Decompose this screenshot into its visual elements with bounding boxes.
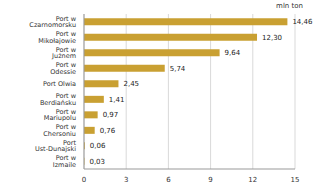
svg-text:0,03: 0,03 bbox=[89, 158, 105, 166]
svg-text:9,64: 9,64 bbox=[225, 49, 241, 57]
svg-text:6: 6 bbox=[166, 176, 171, 184]
svg-text:Port wBerdiańsku: Port wBerdiańsku bbox=[40, 92, 77, 107]
svg-text:5,74: 5,74 bbox=[170, 65, 186, 73]
svg-text:9: 9 bbox=[208, 176, 212, 184]
svg-text:PortUst-Dunajski: PortUst-Dunajski bbox=[35, 139, 76, 154]
svg-text:0,06: 0,06 bbox=[90, 142, 106, 150]
svg-text:Port wIzmaile: Port wIzmaile bbox=[53, 154, 77, 169]
svg-text:Port wCzarnomorsku: Port wCzarnomorsku bbox=[29, 15, 76, 29]
svg-text:Port wMariupolu: Port wMariupolu bbox=[44, 108, 77, 123]
svg-text:15: 15 bbox=[291, 176, 300, 184]
svg-text:Port wOdessie: Port wOdessie bbox=[50, 61, 76, 76]
svg-text:3: 3 bbox=[124, 176, 128, 184]
svg-text:1,41: 1,41 bbox=[109, 96, 125, 104]
svg-text:Port wMikołajowie: Port wMikołajowie bbox=[38, 30, 76, 45]
svg-text:2,45: 2,45 bbox=[123, 80, 139, 88]
svg-text:0: 0 bbox=[82, 176, 86, 184]
svg-text:Port wJużnem: Port wJużnem bbox=[51, 46, 77, 61]
svg-text:0,97: 0,97 bbox=[103, 111, 119, 119]
svg-text:0,76: 0,76 bbox=[100, 127, 116, 135]
html-text:mln ton: mln ton bbox=[276, 2, 303, 10]
svg-text:Port wChersoniu: Port wChersoniu bbox=[43, 123, 76, 138]
svg-text:12,30: 12,30 bbox=[262, 34, 282, 42]
svg-text:Port Olwia: Port Olwia bbox=[43, 80, 76, 88]
svg-text:12: 12 bbox=[248, 176, 257, 184]
svg-text:14,46: 14,46 bbox=[292, 18, 313, 26]
